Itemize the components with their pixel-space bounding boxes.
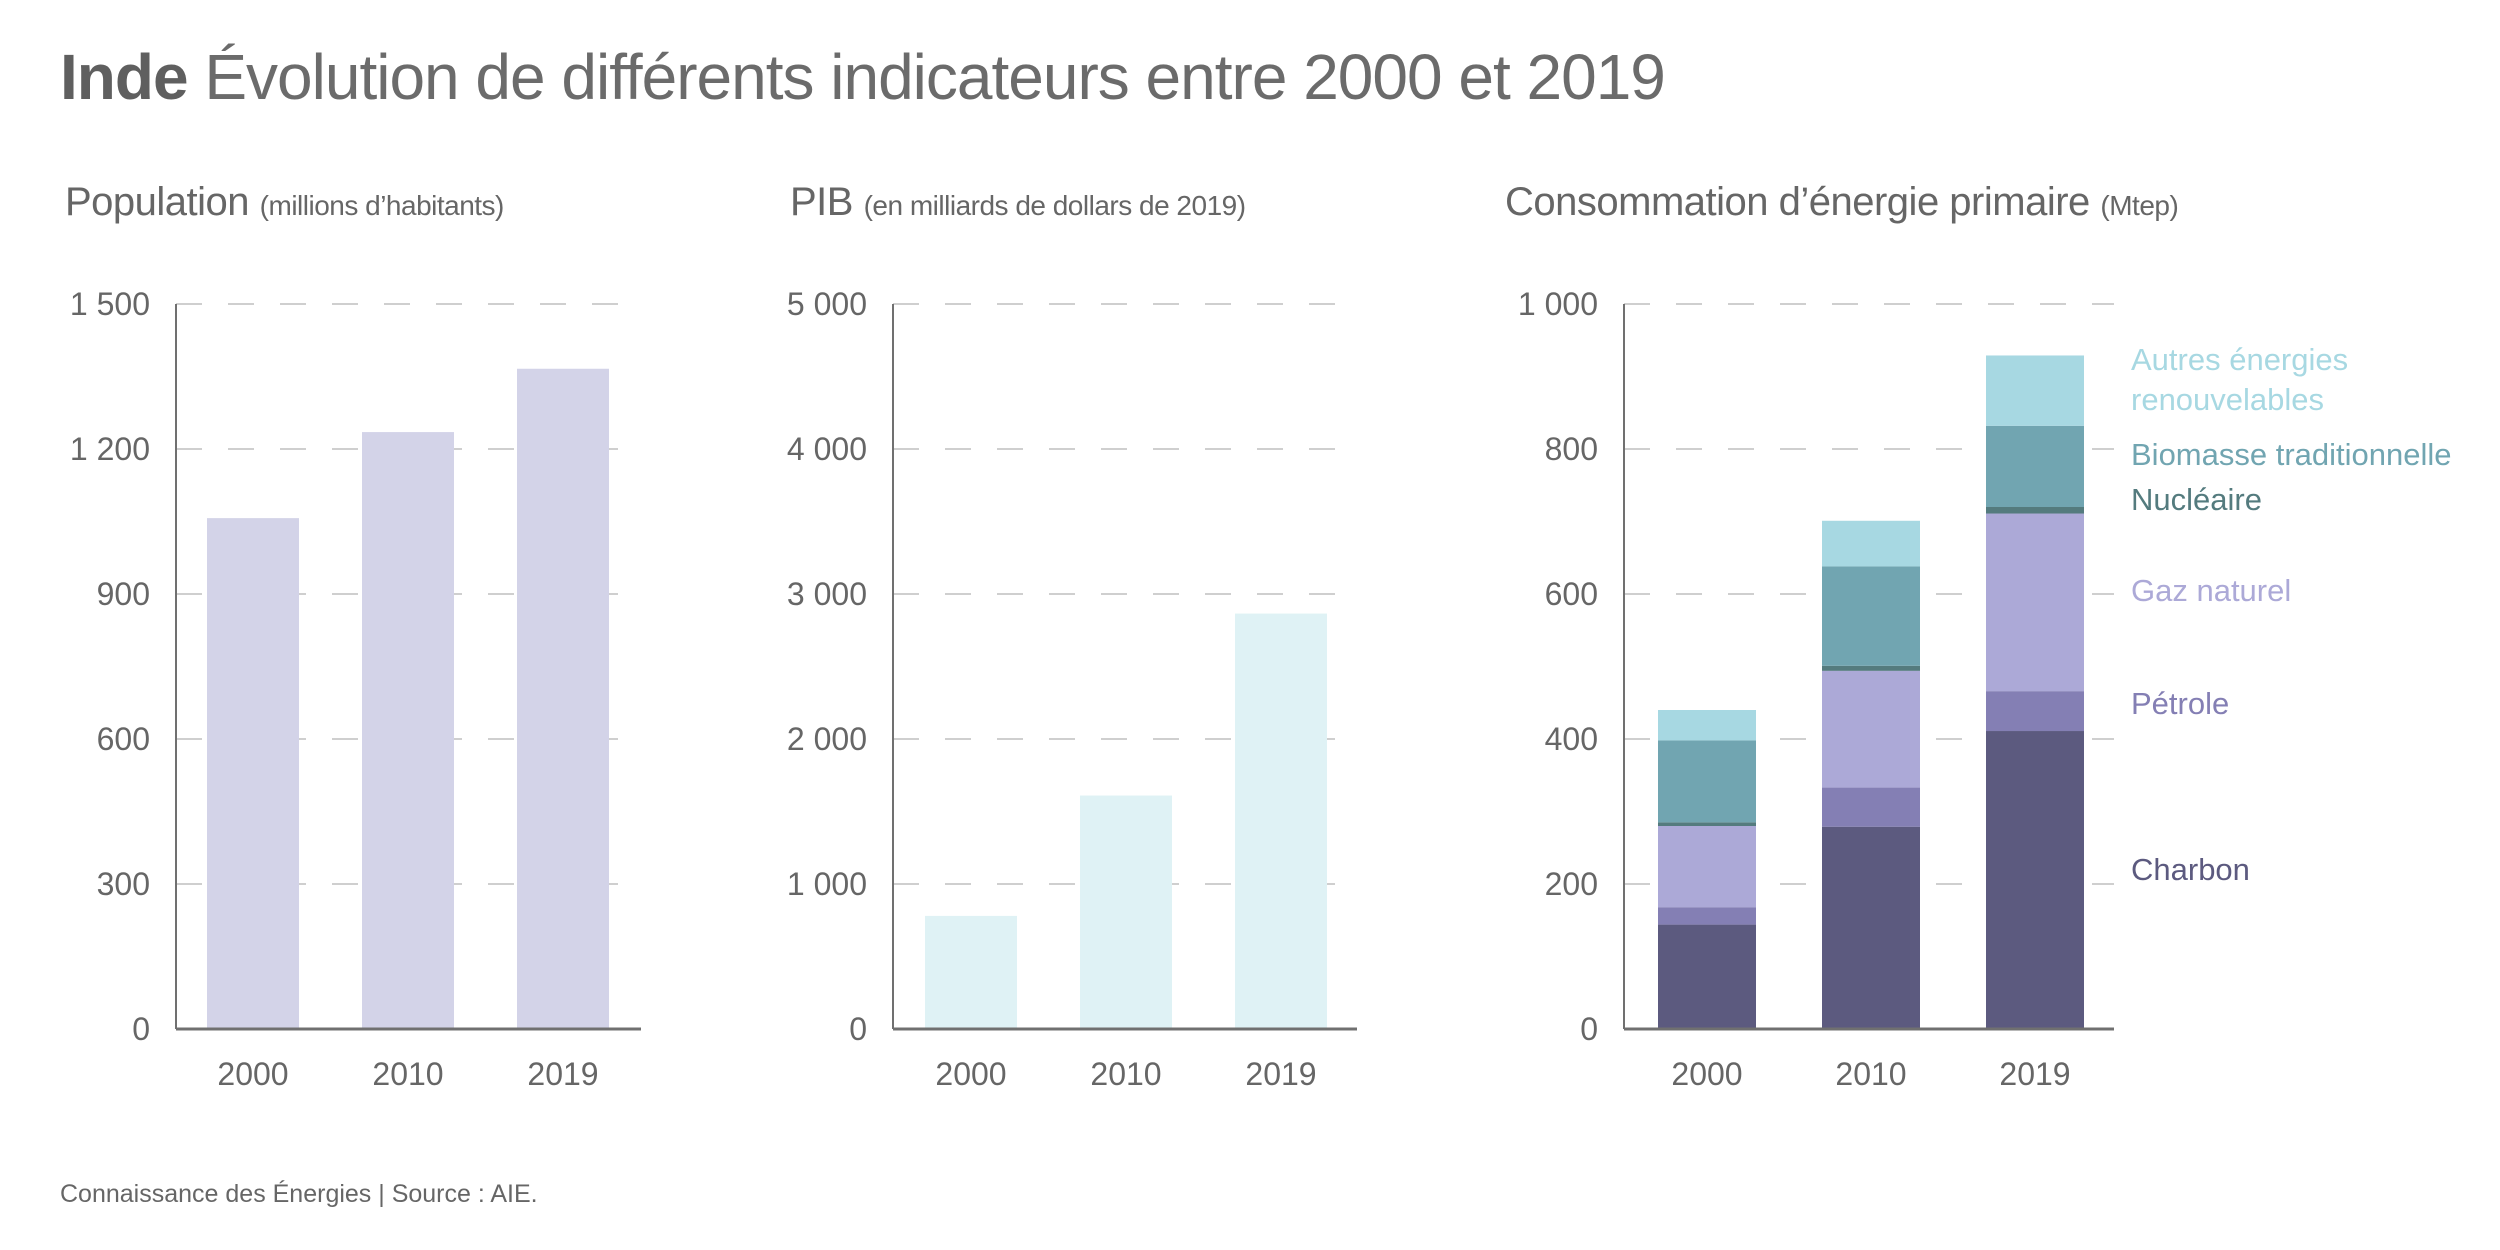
- bar-2010: [362, 432, 454, 1029]
- bar-segment-autres-nergies-renouvelables: [1986, 355, 2084, 426]
- y-tick-label: 0: [132, 1011, 150, 1047]
- x-tick-label: 2019: [1999, 1056, 2070, 1092]
- bar-segment-p-trole: [1986, 691, 2084, 732]
- y-tick-label: 800: [1545, 431, 1598, 467]
- bar-2000: [207, 518, 299, 1029]
- y-tick-label: 200: [1545, 866, 1598, 902]
- y-tick-label: 400: [1545, 721, 1598, 757]
- bar-segment-nucl-aire: [1986, 507, 2084, 514]
- bar-segment-autres-nergies-renouvelables: [1822, 520, 1920, 567]
- x-tick-label: 2010: [372, 1056, 443, 1092]
- bar-segment-biomasse-traditionnelle: [1658, 740, 1756, 823]
- population-title: Population: [65, 180, 250, 224]
- bar-2019: [1235, 613, 1327, 1029]
- legend-label: Autres énergies: [2131, 342, 2348, 377]
- bar-2019: [517, 368, 609, 1029]
- x-tick-label: 2019: [527, 1056, 598, 1092]
- pib-unit: (en milliards de dollars de 2019): [863, 190, 1246, 221]
- pib-chart: 0 1 000 2 000 3 000 4 000 5 000 2000 2010 2019: [787, 286, 1357, 1092]
- y-tick-label: 600: [1545, 576, 1598, 612]
- bar-segment-charbon: [1658, 924, 1756, 1029]
- energie-chart: 0 200 400 600 800 1 000 2000 2010 2019 Autres éne…: [1518, 286, 2452, 1092]
- legend-label: Gaz naturel: [2131, 573, 2291, 608]
- y-tick-label: 4 000: [787, 431, 867, 467]
- y-tick-label: 1 000: [1518, 286, 1598, 322]
- energie-unit: (Mtep): [2100, 190, 2179, 221]
- x-tick-label: 2010: [1090, 1056, 1161, 1092]
- bar-segment-gaz-naturel: [1986, 513, 2084, 692]
- energie-title: Consommation d’énergie primaire: [1505, 180, 2090, 224]
- x-tick-label: 2000: [217, 1056, 288, 1092]
- page-title: Inde Évolution de différents indicateurs…: [60, 40, 1666, 114]
- bar-segment-nucl-aire: [1822, 665, 1920, 671]
- legend-label: renouvelables: [2131, 382, 2324, 417]
- y-tick-label: 300: [97, 866, 150, 902]
- bar-segment-biomasse-traditionnelle: [1986, 425, 2084, 507]
- legend-label: Nucléaire: [2131, 482, 2262, 517]
- legend-label: Biomasse traditionnelle: [2131, 437, 2452, 472]
- x-tick-label: 2010: [1835, 1056, 1906, 1092]
- x-tick-label: 2019: [1245, 1056, 1316, 1092]
- bar-segment-nucl-aire: [1658, 822, 1756, 826]
- legend-label: Charbon: [2131, 852, 2250, 887]
- population-chart: 0 300 900 1 200 1 500 600 2000 2010 2019: [70, 286, 641, 1092]
- bar-segment-gaz-naturel: [1822, 670, 1920, 788]
- title-country: Inde: [60, 41, 189, 113]
- bar-segment-p-trole: [1658, 907, 1756, 925]
- y-tick-label: 1 200: [70, 431, 150, 467]
- energie-chart-title: Consommation d’énergie primaire (Mtep): [1505, 180, 2179, 225]
- y-tick-label: 900: [97, 576, 150, 612]
- y-tick-label: 0: [1580, 1011, 1598, 1047]
- y-tick-label: 600: [97, 721, 150, 757]
- bar-2000: [925, 915, 1017, 1029]
- pib-title: PIB: [790, 180, 853, 224]
- bar-2010: [1080, 795, 1172, 1029]
- bar-segment-biomasse-traditionnelle: [1822, 566, 1920, 666]
- bar-segment-gaz-naturel: [1658, 826, 1756, 908]
- bar-segment-p-trole: [1822, 787, 1920, 827]
- legend-label: Pétrole: [2131, 686, 2229, 721]
- y-tick-label: 5 000: [787, 286, 867, 322]
- y-tick-label: 2 000: [787, 721, 867, 757]
- y-tick-label: 1 500: [70, 286, 150, 322]
- pib-chart-title: PIB (en milliards de dollars de 2019): [790, 180, 1246, 225]
- x-tick-label: 2000: [935, 1056, 1006, 1092]
- y-tick-label: 1 000: [787, 866, 867, 902]
- population-chart-title: Population (millions d’habitants): [65, 180, 504, 225]
- x-tick-label: 2000: [1671, 1056, 1742, 1092]
- y-tick-label: 0: [849, 1011, 867, 1047]
- y-tick-label: 3 000: [787, 576, 867, 612]
- title-text: Évolution de différents indicateurs entr…: [204, 41, 1666, 113]
- bar-segment-autres-nergies-renouvelables: [1658, 710, 1756, 741]
- bar-segment-charbon: [1986, 731, 2084, 1029]
- bar-segment-charbon: [1822, 826, 1920, 1029]
- footer-source: Connaissance des Énergies | Source : AIE…: [60, 1180, 538, 1208]
- population-unit: (millions d’habitants): [259, 190, 505, 221]
